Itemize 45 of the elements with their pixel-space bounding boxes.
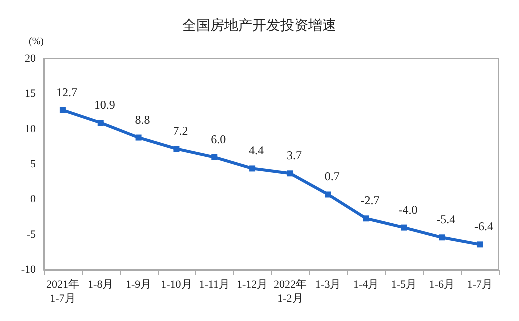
point xyxy=(212,154,218,160)
data-label: 8.8 xyxy=(135,112,150,127)
data-label: -5.4 xyxy=(436,212,456,227)
y-axis-title: (%) xyxy=(29,36,44,48)
x-tick-label: 1-12月 xyxy=(236,279,268,291)
y-tick-label: 20 xyxy=(25,53,36,65)
point xyxy=(287,170,294,177)
point xyxy=(250,166,256,172)
point xyxy=(98,120,104,126)
point xyxy=(401,224,408,231)
x-tick-label: 1-9月 xyxy=(126,279,152,291)
y-tick-label: -5 xyxy=(26,228,36,241)
point xyxy=(477,242,484,248)
x-tick-label: 2021年 1-7月 xyxy=(46,279,80,305)
y-tick-label: 5 xyxy=(30,158,36,170)
x-tick-label: 1-8月 xyxy=(88,279,114,291)
x-tick-label: 1-5月 xyxy=(391,279,418,291)
point xyxy=(325,192,332,198)
point xyxy=(439,234,446,241)
point xyxy=(136,134,142,141)
data-label: 3.7 xyxy=(286,148,302,163)
point xyxy=(363,216,370,222)
x-tick-label: 1-11月 xyxy=(199,279,230,291)
x-tick-label: 1-7月 xyxy=(467,279,493,291)
data-label: 4.4 xyxy=(249,144,264,158)
data-label: 10.9 xyxy=(94,98,116,112)
x-tick-label: 1-6月 xyxy=(429,279,455,291)
y-tick-label: 10 xyxy=(25,123,36,136)
data-label: 6.0 xyxy=(211,132,226,146)
data-label: 7.2 xyxy=(173,124,188,138)
x-tick-label: 1-3月 xyxy=(316,279,342,291)
point xyxy=(60,107,66,114)
data-label: -6.4 xyxy=(474,220,494,234)
chart-title: 全国房地产开发投资增速 xyxy=(182,18,336,34)
y-tick-label: -10 xyxy=(21,264,36,276)
data-label: 0.7 xyxy=(324,170,340,184)
data-label: -4.0 xyxy=(398,202,418,217)
y-tick-label: 15 xyxy=(25,88,36,100)
point xyxy=(174,146,180,152)
y-tick-label: 0 xyxy=(30,194,36,206)
data-label: 12.7 xyxy=(56,85,78,100)
x-tick-label: 1-10月 xyxy=(161,279,192,291)
x-tick-label: 2022年 1-2月 xyxy=(274,279,307,305)
data-label: -2.7 xyxy=(360,194,380,208)
x-tick-label: 1-4月 xyxy=(353,279,380,291)
